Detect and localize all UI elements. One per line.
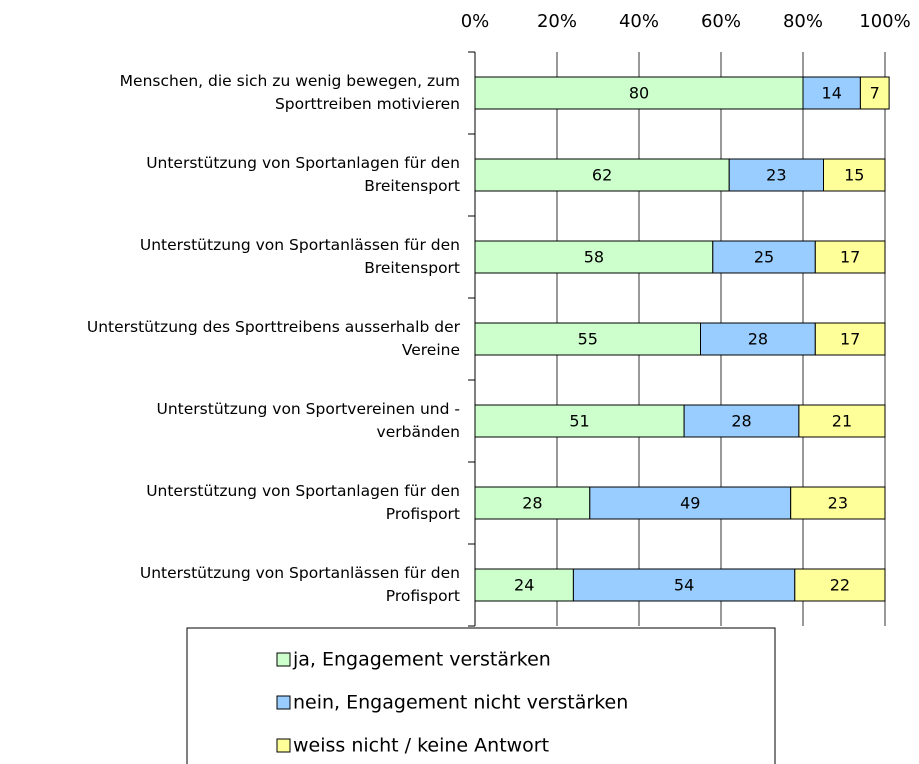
value-label: 62	[592, 166, 612, 185]
bar-segment	[572, 568, 796, 602]
y-tick-label: Unterstützung des Sporttreibens ausserha…	[86, 318, 460, 359]
y-tick-label: Unterstützung von Sportanlagen für den P…	[146, 482, 460, 523]
bar-segment	[823, 158, 886, 192]
value-label: 17	[840, 330, 860, 349]
bar-segment	[474, 158, 730, 192]
value-label: 28	[748, 330, 768, 349]
bar-segment	[589, 486, 792, 520]
value-label: 80	[629, 84, 649, 103]
bar-segment	[802, 76, 861, 110]
value-label: 24	[514, 576, 534, 595]
y-tick-label: Menschen, die sich zu wenig bewegen, zum…	[119, 72, 460, 113]
bar-segment	[814, 240, 886, 274]
y-tick-label: Unterstützung von Sportanlässen für den …	[139, 564, 460, 605]
value-label: 25	[754, 248, 774, 267]
value-label: 21	[832, 412, 852, 431]
value-label: 55	[578, 330, 598, 349]
value-label: 23	[828, 494, 848, 513]
value-label: 28	[522, 494, 542, 513]
value-label: 17	[840, 248, 860, 267]
value-label: 51	[569, 412, 589, 431]
legend-label: weiss nicht / keine Antwort	[293, 735, 549, 757]
value-label: 58	[584, 248, 604, 267]
value-label: 22	[830, 576, 850, 595]
x-tick-label: 40%	[619, 11, 659, 32]
value-label: 49	[680, 494, 700, 513]
legend-swatch	[276, 738, 291, 753]
legend-swatch	[276, 695, 291, 710]
y-tick-label: Unterstützung von Sportvereinen und - ve…	[156, 400, 460, 441]
y-tick-label: Unterstützung von Sportanlässen für den …	[139, 236, 460, 277]
value-label: 14	[822, 84, 842, 103]
x-tick-label: 60%	[701, 11, 741, 32]
bar-segment	[790, 486, 886, 520]
value-label: 7	[870, 84, 880, 103]
bar-segment	[712, 240, 816, 274]
x-tick-label: 80%	[783, 11, 823, 32]
x-tick-label: 0%	[461, 11, 490, 32]
value-label: 15	[844, 166, 864, 185]
bar-segment	[859, 76, 890, 110]
x-tick-label: 100%	[859, 11, 910, 32]
bar-segment	[474, 568, 574, 602]
bar-segment	[814, 322, 886, 356]
x-tick-label: 20%	[537, 11, 577, 32]
value-label: 54	[674, 576, 694, 595]
bar-segment	[683, 404, 800, 438]
bar-segment	[474, 240, 714, 274]
value-label: 23	[766, 166, 786, 185]
bar-segment	[474, 322, 701, 356]
bar-segment	[798, 404, 886, 438]
legend-label: ja, Engagement verstärken	[292, 649, 551, 671]
bar-segment	[474, 486, 591, 520]
value-label: 28	[731, 412, 751, 431]
bar-segment	[728, 158, 825, 192]
bar-segment	[794, 568, 886, 602]
legend-label: nein, Engagement nicht verstärken	[293, 692, 628, 714]
bar-segment	[700, 322, 816, 356]
y-tick-label: Unterstützung von Sportanlagen für den B…	[146, 154, 460, 195]
legend-swatch	[276, 652, 291, 667]
